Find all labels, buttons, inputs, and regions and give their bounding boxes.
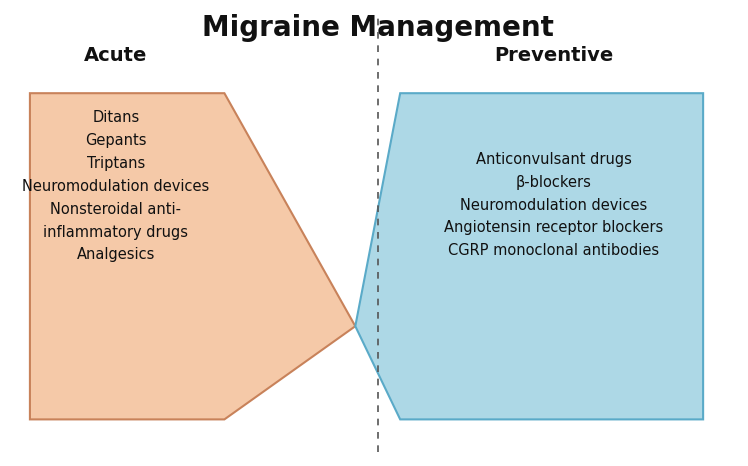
Polygon shape xyxy=(355,93,703,419)
Text: Ditans
Gepants
Triptans
Neuromodulation devices
Nonsteroidal anti-
inflammatory : Ditans Gepants Triptans Neuromodulation … xyxy=(22,110,209,262)
Text: Migraine Management: Migraine Management xyxy=(202,14,554,42)
Text: Preventive: Preventive xyxy=(494,46,613,65)
Text: Acute: Acute xyxy=(85,46,147,65)
Polygon shape xyxy=(30,93,355,419)
Text: Anticonvulsant drugs
β-blockers
Neuromodulation devices
Angiotensin receptor blo: Anticonvulsant drugs β-blockers Neuromod… xyxy=(444,152,663,258)
